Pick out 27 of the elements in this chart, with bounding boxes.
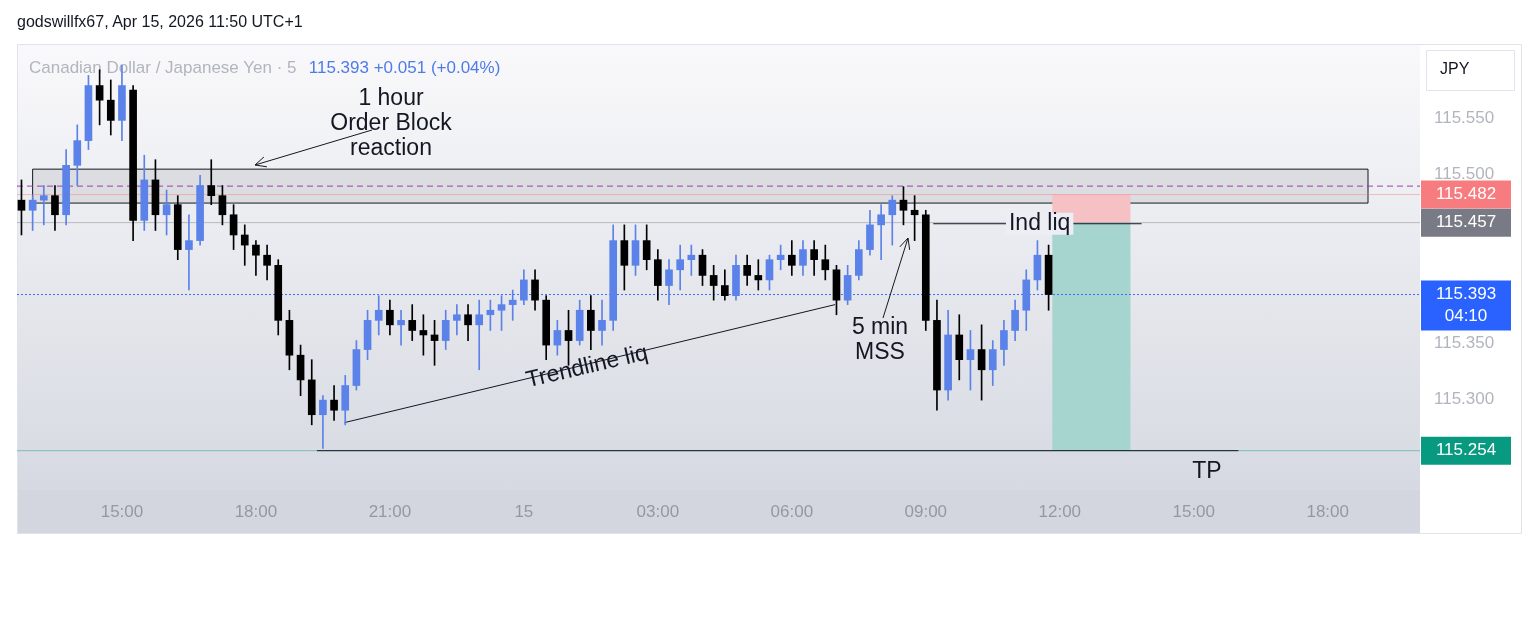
annotation: TP <box>1192 457 1222 484</box>
annotation: Trendline liq <box>523 338 651 393</box>
text: 115.393 +0.051 (+0.04%) <box>308 57 501 77</box>
x-tick-label: 15:00 <box>100 501 144 521</box>
ref-line-label: 115.457 <box>1435 212 1497 232</box>
y-tick-label: 115.350 <box>1434 332 1495 352</box>
y-tick-label: 115.550 <box>1434 107 1495 127</box>
x-tick-label: 15:00 <box>1172 501 1216 521</box>
y-axis-title: JPY <box>1440 60 1470 78</box>
text: Canadian Dollar / Japanese Yen · 5 <box>29 57 297 77</box>
x-tick-label: 12:00 <box>1038 501 1082 521</box>
annotation: 5 min MSS <box>851 312 909 364</box>
y-tick-label: 115.300 <box>1434 388 1495 408</box>
annotation: Ind liq <box>1008 209 1071 236</box>
x-tick-label: 15 <box>514 501 534 521</box>
annotation: 1 hour Order Block reaction <box>330 84 453 161</box>
x-tick-label: 03:00 <box>636 501 680 521</box>
x-tick-label: 21:00 <box>368 501 412 521</box>
y-tick-label: 115.500 <box>1434 164 1495 183</box>
ref-line-label: 115.393 04:10 <box>1435 284 1497 326</box>
x-tick-label: 06:00 <box>770 501 814 521</box>
ref-line-label: 115.482 <box>1435 184 1497 204</box>
x-tick-label: 18:00 <box>1306 501 1349 521</box>
text: godswillfx67, Apr 15, 2026 11:50 UTC+1 <box>17 12 304 32</box>
ref-line-label: 115.254 <box>1435 440 1497 460</box>
x-tick-label: 18:00 <box>234 501 278 521</box>
x-tick-label: 09:00 <box>904 501 948 521</box>
